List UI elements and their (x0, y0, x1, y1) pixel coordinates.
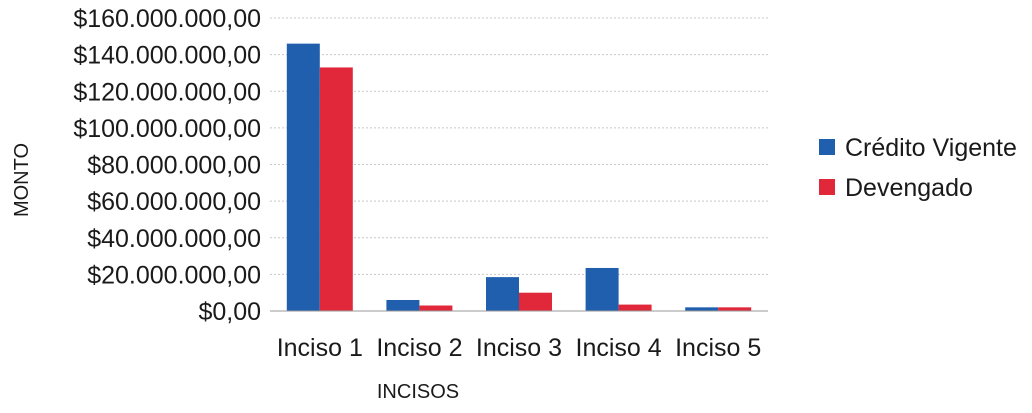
legend: Crédito Vigente Devengado (819, 134, 1017, 202)
y-tick-label: $160.000.000,00 (73, 5, 261, 33)
bar-devengado (618, 304, 652, 311)
y-tick-label: $140.000.000,00 (73, 42, 261, 70)
bar-devengado (419, 305, 453, 311)
bar-credito-vigente (286, 43, 320, 311)
y-tick-label: $120.000.000,00 (73, 78, 261, 106)
y-tick-label: $100.000.000,00 (73, 115, 261, 143)
y-tick-label: $60.000.000,00 (87, 188, 261, 216)
bar-devengado (319, 67, 353, 311)
x-tick-label: Inciso 4 (576, 334, 662, 362)
bar-devengado (519, 292, 552, 311)
x-tick-labels: Inciso 1 Inciso 2 Inciso 3 Inciso 4 Inciso 5 (277, 334, 762, 362)
x-tick-label: Inciso 2 (376, 334, 462, 362)
y-axis-title: MONTO (11, 143, 33, 217)
legend-swatch (819, 139, 835, 155)
legend-swatch (819, 179, 835, 195)
x-tick-label: Inciso 1 (277, 334, 363, 362)
y-tick-label: $0,00 (198, 298, 261, 326)
legend-label: Crédito Vigente (845, 134, 1017, 162)
bar-credito-vigente (685, 307, 719, 311)
x-tick-label: Inciso 3 (476, 334, 562, 362)
y-tick-label: $20.000.000,00 (87, 261, 261, 289)
bars (286, 43, 752, 311)
x-axis-title: INCISOS (377, 381, 459, 403)
bar-credito-vigente (585, 267, 619, 311)
x-tick-label: Inciso 5 (675, 334, 761, 362)
y-tick-label: $40.000.000,00 (87, 225, 261, 253)
bar-credito-vigente (386, 300, 420, 311)
legend-label: Devengado (845, 174, 973, 202)
y-tick-labels: $0,00 $20.000.000,00 $40.000.000,00 $60.000… (73, 5, 261, 326)
bar-credito-vigente (486, 277, 519, 311)
bar-devengado (718, 307, 752, 311)
y-tick-label: $80.000.000,00 (87, 152, 261, 180)
grid-lines (270, 17, 768, 275)
